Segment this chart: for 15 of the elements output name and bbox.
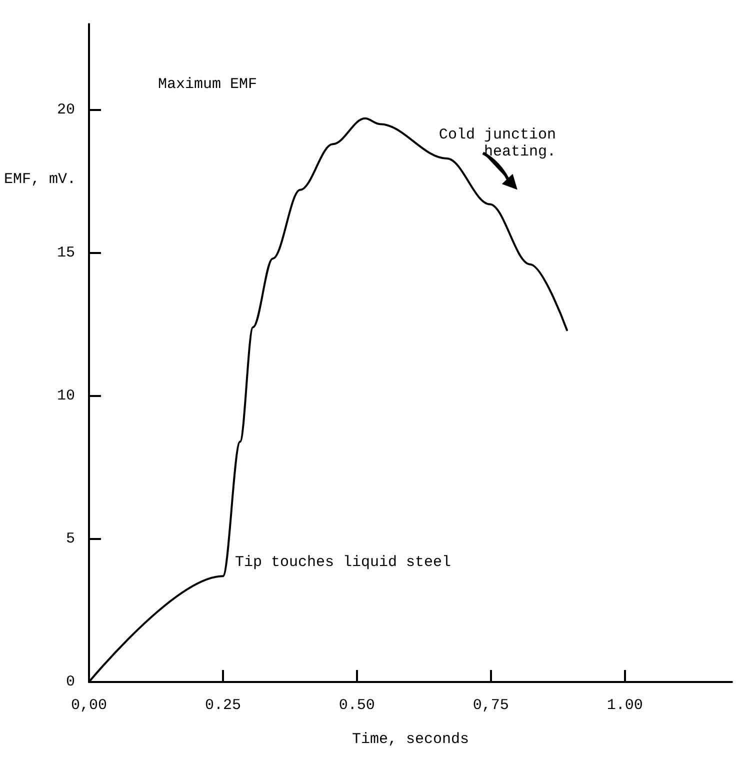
- x-tick-label: 0.25: [204, 697, 241, 714]
- annotation: Cold junction heating.: [438, 126, 556, 160]
- x-tick-label: 0,75: [472, 697, 509, 714]
- y-axis-title: EMF, mV.: [4, 170, 76, 188]
- x-tick-label: 1.00: [606, 697, 643, 714]
- x-tick-label: 0,00: [70, 697, 108, 714]
- y-tick-label: 20: [56, 101, 75, 118]
- y-tick-label: 10: [56, 387, 75, 404]
- y-tick-label: 0: [66, 674, 75, 690]
- annotation: Tip touches liquid steel: [234, 554, 452, 572]
- y-tick-label: 15: [56, 244, 75, 262]
- annotation: Maximum EMF: [158, 76, 258, 93]
- y-tick-label: 5: [66, 530, 75, 548]
- x-axis-title: Time, seconds: [352, 731, 470, 748]
- x-tick-label: 0.50: [338, 697, 375, 714]
